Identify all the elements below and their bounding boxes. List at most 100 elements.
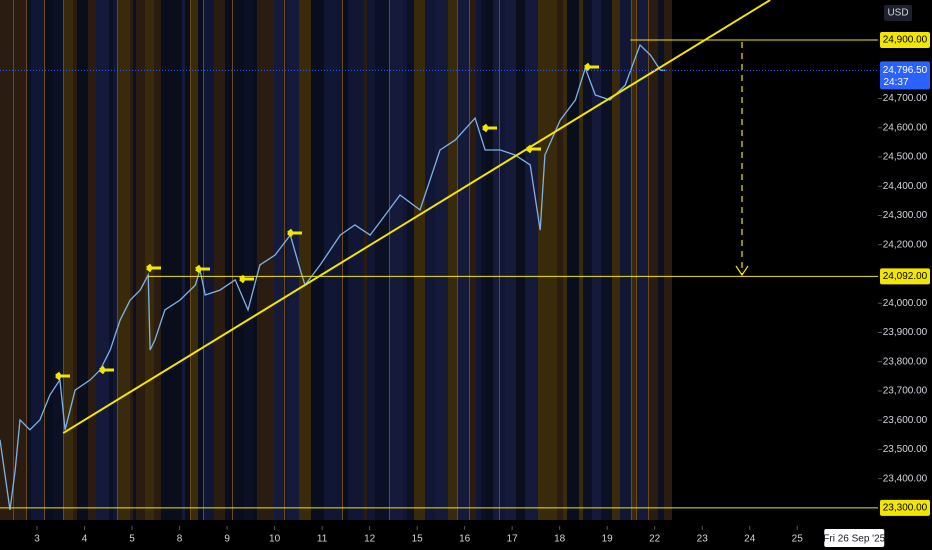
stripe [538, 0, 548, 520]
stripe-line [44, 0, 45, 520]
stripe [563, 0, 567, 520]
x-tick-label: 12 [364, 534, 376, 545]
stripe-line [636, 0, 637, 520]
stripe [567, 0, 579, 520]
stripe [198, 0, 203, 520]
x-tick-label: 15 [412, 534, 424, 545]
level-label: 23,300.00 [883, 503, 928, 514]
stripe [133, 0, 136, 520]
stripe [257, 0, 262, 520]
stripe [579, 0, 583, 520]
level-box [880, 268, 930, 285]
stripe-line [63, 0, 64, 520]
stripe [403, 0, 407, 520]
marker [99, 365, 114, 375]
x-tick-label: 8 [177, 534, 183, 545]
stripe [640, 0, 648, 520]
stripe [26, 0, 31, 520]
stripe [161, 0, 171, 520]
stripe [457, 0, 469, 520]
stripe [443, 0, 448, 520]
stripe [136, 0, 145, 520]
stripe [367, 0, 375, 520]
arrow-head [735, 265, 749, 277]
x-tick-label: 18 [554, 534, 566, 545]
currency-label: USD [887, 8, 908, 19]
x-tick-label: 3 [34, 534, 40, 545]
stripe [631, 0, 636, 520]
stripe [145, 0, 148, 520]
stripe [620, 0, 631, 520]
stripe [203, 0, 214, 520]
stripe [44, 0, 53, 520]
stripe [185, 0, 190, 520]
marker [584, 62, 599, 72]
stripe [636, 0, 640, 520]
x-tick-label: 4 [82, 534, 88, 545]
stripe [592, 0, 601, 520]
stripe [130, 0, 133, 520]
y-tick-label: 24,200.00 [883, 239, 928, 250]
level-box [880, 32, 930, 49]
marker [195, 264, 210, 274]
stripe-line [499, 0, 500, 520]
stripe [63, 0, 73, 520]
x-tick-label: 16 [459, 534, 471, 545]
stripe [612, 0, 620, 520]
stripe [0, 0, 13, 520]
y-tick-label: 23,600.00 [883, 415, 928, 426]
stripe-line [117, 0, 118, 520]
stripe-line [190, 0, 191, 520]
x-tick-label: 19 [602, 534, 614, 545]
stripe [357, 0, 364, 520]
y-tick-label: 23,900.00 [883, 327, 928, 338]
stripe [182, 0, 185, 520]
last-price-label: 24,796.50 [883, 65, 928, 76]
stripe [154, 0, 161, 520]
stripe [557, 0, 563, 520]
stripe [658, 0, 664, 520]
stripe-line [284, 0, 285, 520]
last-price-box [880, 61, 930, 90]
stripe [516, 0, 522, 520]
projection-arrow [735, 42, 749, 277]
stripe [225, 0, 232, 520]
y-tick-label: 24,700.00 [883, 93, 928, 104]
stripe [375, 0, 379, 520]
stripe [435, 0, 443, 520]
marker [146, 263, 161, 273]
session-stripes [0, 0, 672, 520]
x-tick-label: 5 [129, 534, 135, 545]
stripe [379, 0, 389, 520]
stripe [548, 0, 557, 520]
stripe [77, 0, 88, 520]
stripe [253, 0, 257, 520]
stripe [117, 0, 130, 520]
level-box [880, 499, 930, 516]
stripe [389, 0, 396, 520]
y-tick-label: 24,000.00 [883, 298, 928, 309]
y-tick-label: 23,400.00 [883, 473, 928, 484]
stripe [469, 0, 476, 520]
stripe [364, 0, 367, 520]
stripe [190, 0, 198, 520]
stripe-line [342, 0, 343, 520]
stripe [88, 0, 96, 520]
arrow-markers [55, 62, 599, 381]
stripe [499, 0, 505, 520]
x-tick-label: 9 [224, 534, 230, 545]
stripe-line [469, 0, 470, 520]
stripe [284, 0, 287, 520]
stripe [486, 0, 493, 520]
stripe [13, 0, 26, 520]
stripe [311, 0, 324, 520]
y-tick-label: 23,800.00 [883, 356, 928, 367]
stripe [525, 0, 538, 520]
stripe [648, 0, 658, 520]
stripe [481, 0, 486, 520]
stripe [31, 0, 44, 520]
stripe [96, 0, 109, 520]
stripe-line [203, 0, 204, 520]
